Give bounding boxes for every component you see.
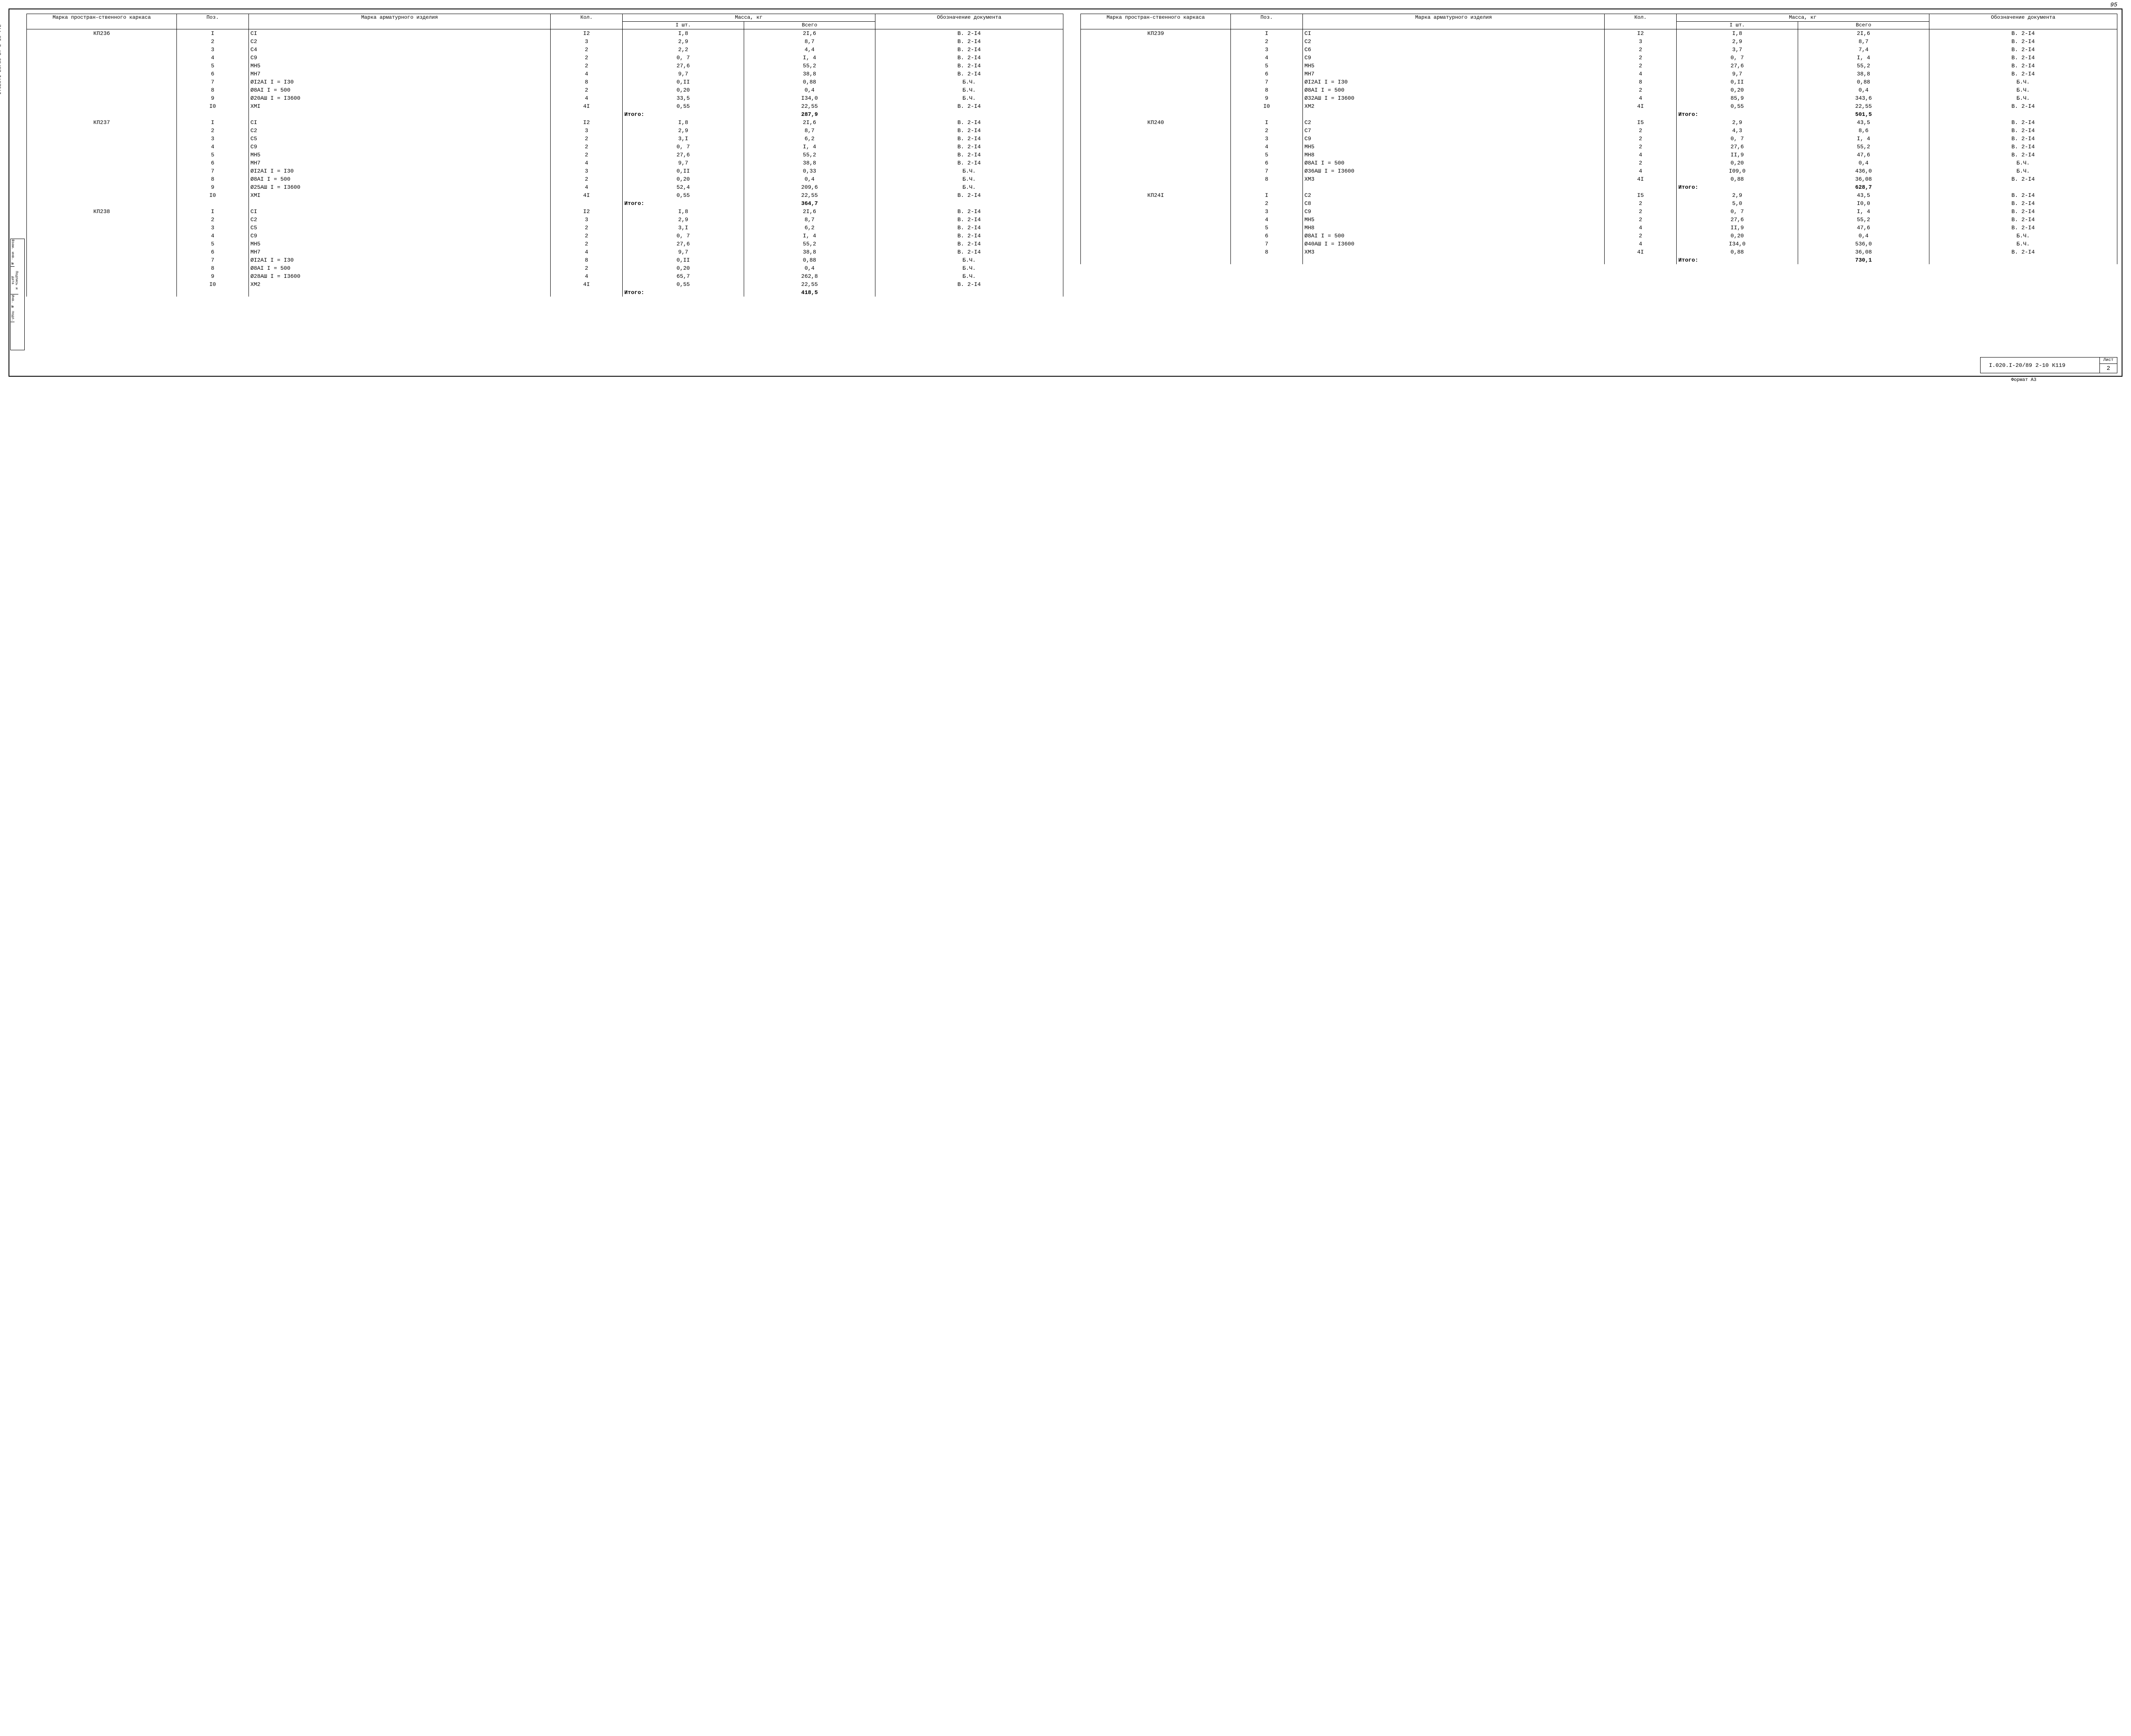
table-row: 3С920, 7I, 4В. 2-I4 (1081, 135, 2117, 143)
table-row: 4МН5227,655,2В. 2-I4 (1081, 216, 2117, 224)
table-row: 8ХМ34I0,8836,08В. 2-I4 (1081, 175, 2117, 183)
side-label: Взам. инв. № (11, 239, 14, 267)
itogo-row: Итого: 628,7 (1081, 183, 2117, 191)
table-row: 9Ø25АШ I = I3600452,4209,6Б.Ч. (27, 183, 1063, 191)
table-row: 7ØI2АI I = I3080,II0,88Б.Ч. (1081, 78, 2117, 86)
table-row: 8Ø8АI I = 50020,200,4Б.Ч. (27, 175, 1063, 183)
table-row: 9Ø32АШ I = I3600485,9343,6Б.Ч. (1081, 94, 2117, 102)
table-row: 2С232,98,7В. 2-I4 (27, 37, 1063, 46)
side-label: Инв. № подл. (11, 294, 14, 322)
table-row: 4С920, 7I, 4В. 2-I4 (27, 232, 1063, 240)
table-row: 2С232,98,7В. 2-I4 (1081, 37, 2117, 46)
table-row: 5МН5227,655,2В. 2-I4 (27, 62, 1063, 70)
side-rotation-text: I.020.I-20/89 В. 2-10 т.2 (0, 24, 3, 95)
table-row: 3С523,I6,2В. 2-I4 (27, 135, 1063, 143)
table-row: 6Ø8АI I = 50020,200,4Б.Ч. (1081, 232, 2117, 240)
spec-table-left: Марка простран-ственного каркаса Поз. Ма… (26, 14, 1063, 297)
marka-cell: КП24I (1081, 191, 1231, 264)
table-row: 7Ø40АШ I = I36004I34,0536,0Б.Ч. (1081, 240, 2117, 248)
itogo-row: Итого: 501,5 (1081, 110, 2117, 118)
table-row: 7ØI2АI I = I3030,II0,33Б.Ч. (27, 167, 1063, 175)
table-row: 5МН84II,947,6В. 2-I4 (1081, 224, 2117, 232)
table-row: 6МН749,738,8В. 2-I4 (27, 159, 1063, 167)
table-row: 2С232,98,7В. 2-I4 (27, 216, 1063, 224)
table-row: 5МН84II,947,6В. 2-I4 (1081, 151, 2117, 159)
left-column: Марка простран-ственного каркаса Поз. Ма… (26, 14, 1063, 355)
page-number: 95 (2110, 2, 2117, 9)
table-row: 9Ø20АШ I = I3600433,5I34,0Б.Ч. (27, 94, 1063, 102)
table-row: I0ХМ24I0,5522,55В. 2-I4 (27, 280, 1063, 288)
table-row: 8Ø8АI I = 50020,200,4Б.Ч. (1081, 86, 2117, 94)
table-row: I0ХМI4I0,5522,55В. 2-I4 (27, 102, 1063, 110)
marka-cell: КП239 (1081, 29, 1231, 119)
side-label: Подпись и дата (11, 267, 18, 294)
table-row: 6Ø8АI I = 50020,200,4Б.Ч. (1081, 159, 2117, 167)
marka-cell: КП240 (1081, 118, 1231, 191)
table-row: 2С232,98,7В. 2-I4 (27, 127, 1063, 135)
table-row: 8Ø8АI I = 50020,200,4Б.Ч. (27, 86, 1063, 94)
table-row: 5МН5227,655,2В. 2-I4 (27, 240, 1063, 248)
table-row: 4С920, 7I, 4В. 2-I4 (27, 54, 1063, 62)
table-row: 5МН5227,655,2В. 2-I4 (27, 151, 1063, 159)
left-stamp-column: Взам. инв. № Подпись и дата Инв. № подл. (10, 239, 25, 350)
sheet-number: 2 (2100, 364, 2117, 373)
table-row: 6МН749,738,8В. 2-I4 (27, 248, 1063, 256)
table-row: КП236IСII2I,82I,6В. 2-I4 (27, 29, 1063, 38)
table-row: 7ØI2АI I = I3080,II0,88Б.Ч. (27, 78, 1063, 86)
table-row: 7ØI2АI I = I3080,II0,88Б.Ч. (27, 256, 1063, 264)
table-row: 6МН749,738,8В. 2-I4 (1081, 70, 2117, 78)
table-row: 7Ø36АШ I = I36004I09,0436,0Б.Ч. (1081, 167, 2117, 175)
title-block: I.020.I-20/89 2-10 К119 Лист 2 (1980, 357, 2117, 373)
table-row: 9Ø28АШ I = I3600465,7262,8Б.Ч. (27, 272, 1063, 280)
table-row: 5МН5227,655,2В. 2-I4 (1081, 62, 2117, 70)
itogo-row: Итого: 730,1 (1081, 256, 2117, 264)
table-row: I0ХМI4I0,5522,55В. 2-I4 (27, 191, 1063, 199)
table-row: КП237IСII2I,82I,6В. 2-I4 (27, 118, 1063, 127)
table-row: КП239IСII2I,82I,6В. 2-I4 (1081, 29, 2117, 38)
sheet-box: Лист 2 (2100, 358, 2117, 373)
sheet-label: Лист (2100, 358, 2117, 364)
table-row: 8Ø8АI I = 50020,200,4Б.Ч. (27, 264, 1063, 272)
drawing-page: 95 I.020.I-20/89 В. 2-10 т.2 Взам. инв. … (9, 9, 2122, 377)
spec-table-right: Марка простран-ственного каркаса Поз. Ма… (1080, 14, 2117, 264)
itogo-row: Итого: 418,5 (27, 288, 1063, 297)
itogo-row: Итого: 287,9 (27, 110, 1063, 118)
itogo-row: Итого: 364,7 (27, 199, 1063, 208)
right-column: Марка простран-ственного каркаса Поз. Ма… (1080, 14, 2117, 355)
table-row: 4С920, 7I, 4В. 2-I4 (1081, 54, 2117, 62)
table-row: 2С724,38,6В. 2-I4 (1081, 127, 2117, 135)
table-row: 4С920, 7I, 4В. 2-I4 (27, 143, 1063, 151)
table-row: 4МН5227,655,2В. 2-I4 (1081, 143, 2117, 151)
table-row: КП238IСII2I,82I,6В. 2-I4 (27, 208, 1063, 216)
drawing-code: I.020.I-20/89 2-10 К119 (1981, 358, 2100, 373)
marka-cell: КП237 (27, 118, 177, 208)
table-row: 3С422,24,4В. 2-I4 (27, 46, 1063, 54)
marka-cell: КП236 (27, 29, 177, 119)
table-row: 3С523,I6,2В. 2-I4 (27, 224, 1063, 232)
table-row: 3С623,77,4В. 2-I4 (1081, 46, 2117, 54)
table-row: 6МН749,738,8В. 2-I4 (27, 70, 1063, 78)
table-row: I0ХМ24I0,5522,55В. 2-I4 (1081, 102, 2117, 110)
table-row: 3С920, 7I, 4В. 2-I4 (1081, 208, 2117, 216)
table-row: КП240IС2I52,943,5В. 2-I4 (1081, 118, 2117, 127)
format-note: Формат А3 (2011, 378, 2036, 383)
table-row: 2С825,0I0,0В. 2-I4 (1081, 199, 2117, 208)
marka-cell: КП238 (27, 208, 177, 297)
table-row: КП24IIС2I52,943,5В. 2-I4 (1081, 191, 2117, 199)
table-row: 8ХМ34I0,8836,08В. 2-I4 (1081, 248, 2117, 256)
